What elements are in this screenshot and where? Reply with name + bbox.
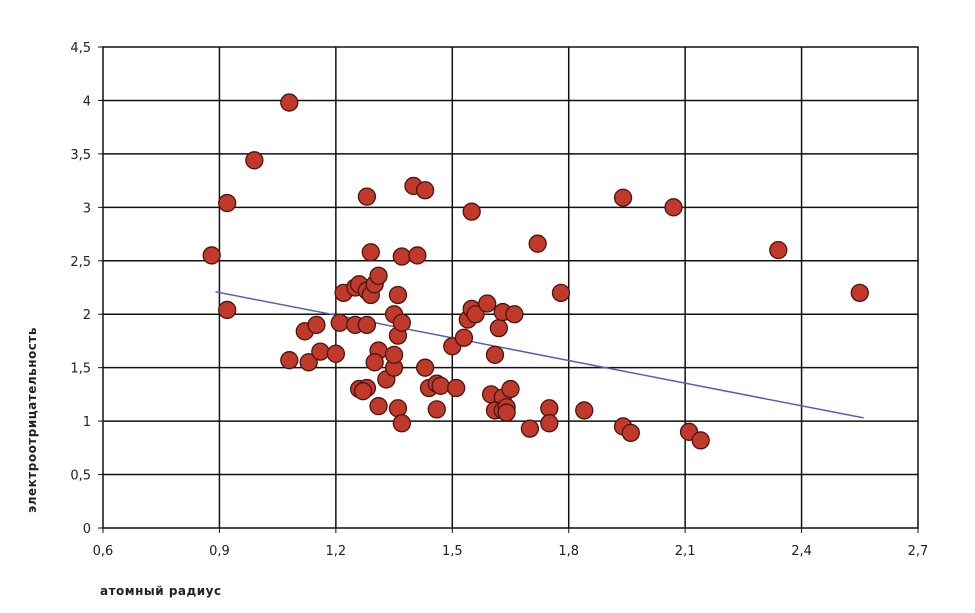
data-point bbox=[245, 151, 264, 170]
data-point bbox=[392, 414, 411, 433]
data-point bbox=[330, 313, 349, 332]
data-point bbox=[447, 378, 466, 398]
x-axis-title: атомный радиус bbox=[100, 584, 222, 598]
data-point bbox=[299, 353, 318, 372]
data-point bbox=[369, 266, 388, 285]
data-point bbox=[218, 193, 237, 213]
x-tick-label: 0,9 bbox=[209, 544, 230, 559]
data-point bbox=[311, 342, 330, 361]
data-point bbox=[384, 345, 404, 364]
data-point bbox=[392, 247, 411, 266]
plot-border bbox=[102, 46, 919, 529]
y-tick-label: 4,5 bbox=[70, 41, 91, 56]
y-tick-label: 1,5 bbox=[70, 362, 91, 377]
data-point bbox=[280, 93, 299, 112]
data-point bbox=[613, 188, 633, 207]
data-point bbox=[408, 246, 427, 265]
data-point bbox=[431, 376, 450, 395]
trendline bbox=[215, 291, 864, 419]
data-point bbox=[466, 305, 485, 324]
data-point bbox=[307, 315, 326, 335]
data-point bbox=[415, 181, 435, 200]
data-point bbox=[850, 283, 869, 302]
data-point bbox=[357, 315, 377, 335]
data-point bbox=[392, 313, 411, 332]
data-point bbox=[202, 246, 221, 265]
data-point bbox=[528, 234, 547, 253]
x-tick-label: 1,2 bbox=[326, 544, 347, 559]
x-tick-label: 2,1 bbox=[675, 544, 696, 559]
y-tick-label: 3,5 bbox=[70, 148, 91, 163]
data-point bbox=[520, 419, 540, 438]
data-point bbox=[769, 240, 788, 260]
data-point bbox=[361, 243, 380, 262]
data-point bbox=[280, 351, 299, 370]
data-point bbox=[454, 328, 474, 347]
data-point bbox=[505, 305, 524, 324]
data-point bbox=[501, 379, 520, 399]
y-tick-label: 0 bbox=[83, 522, 91, 537]
grid bbox=[98, 46, 919, 533]
data-point bbox=[365, 353, 384, 372]
data-point bbox=[664, 198, 683, 217]
data-point bbox=[388, 399, 408, 418]
y-tick-label: 4 bbox=[83, 94, 91, 109]
y-tick-label: 3 bbox=[83, 201, 91, 216]
y-tick-label: 1 bbox=[83, 415, 91, 430]
data-point bbox=[575, 401, 594, 420]
data-point bbox=[218, 300, 237, 320]
data-point bbox=[485, 345, 505, 364]
x-tick-label: 1,8 bbox=[558, 544, 579, 559]
y-tick-label: 0,5 bbox=[70, 469, 91, 484]
tick-labels: 0,6 0,9 1,2 1,5 1,8 2,1 2,4 2,7 0 0,5 1 1,5 2 2,5 3 3,5… bbox=[70, 41, 928, 559]
data-point bbox=[462, 202, 481, 221]
y-tick-label: 2,5 bbox=[70, 255, 91, 270]
x-tick-label: 2,7 bbox=[908, 544, 929, 559]
data-point bbox=[691, 431, 710, 450]
data-point bbox=[489, 318, 509, 338]
data-point bbox=[497, 403, 516, 422]
points-layer bbox=[202, 93, 869, 450]
data-point bbox=[427, 400, 446, 419]
trendline-layer bbox=[215, 291, 864, 419]
data-point bbox=[621, 423, 640, 443]
data-point bbox=[551, 283, 571, 302]
data-point bbox=[369, 396, 388, 416]
y-axis-title: электроотрицательность bbox=[25, 327, 39, 513]
data-point bbox=[540, 414, 559, 433]
x-tick-label: 2,4 bbox=[791, 544, 812, 559]
data-point bbox=[388, 285, 408, 305]
x-tick-label: 0,6 bbox=[93, 544, 114, 559]
data-point bbox=[357, 187, 377, 206]
y-tick-label: 2 bbox=[83, 308, 91, 323]
x-tick-label: 1,5 bbox=[442, 544, 463, 559]
data-point bbox=[353, 382, 373, 401]
data-point bbox=[326, 344, 346, 363]
data-point bbox=[415, 358, 435, 377]
data-point bbox=[478, 294, 497, 313]
